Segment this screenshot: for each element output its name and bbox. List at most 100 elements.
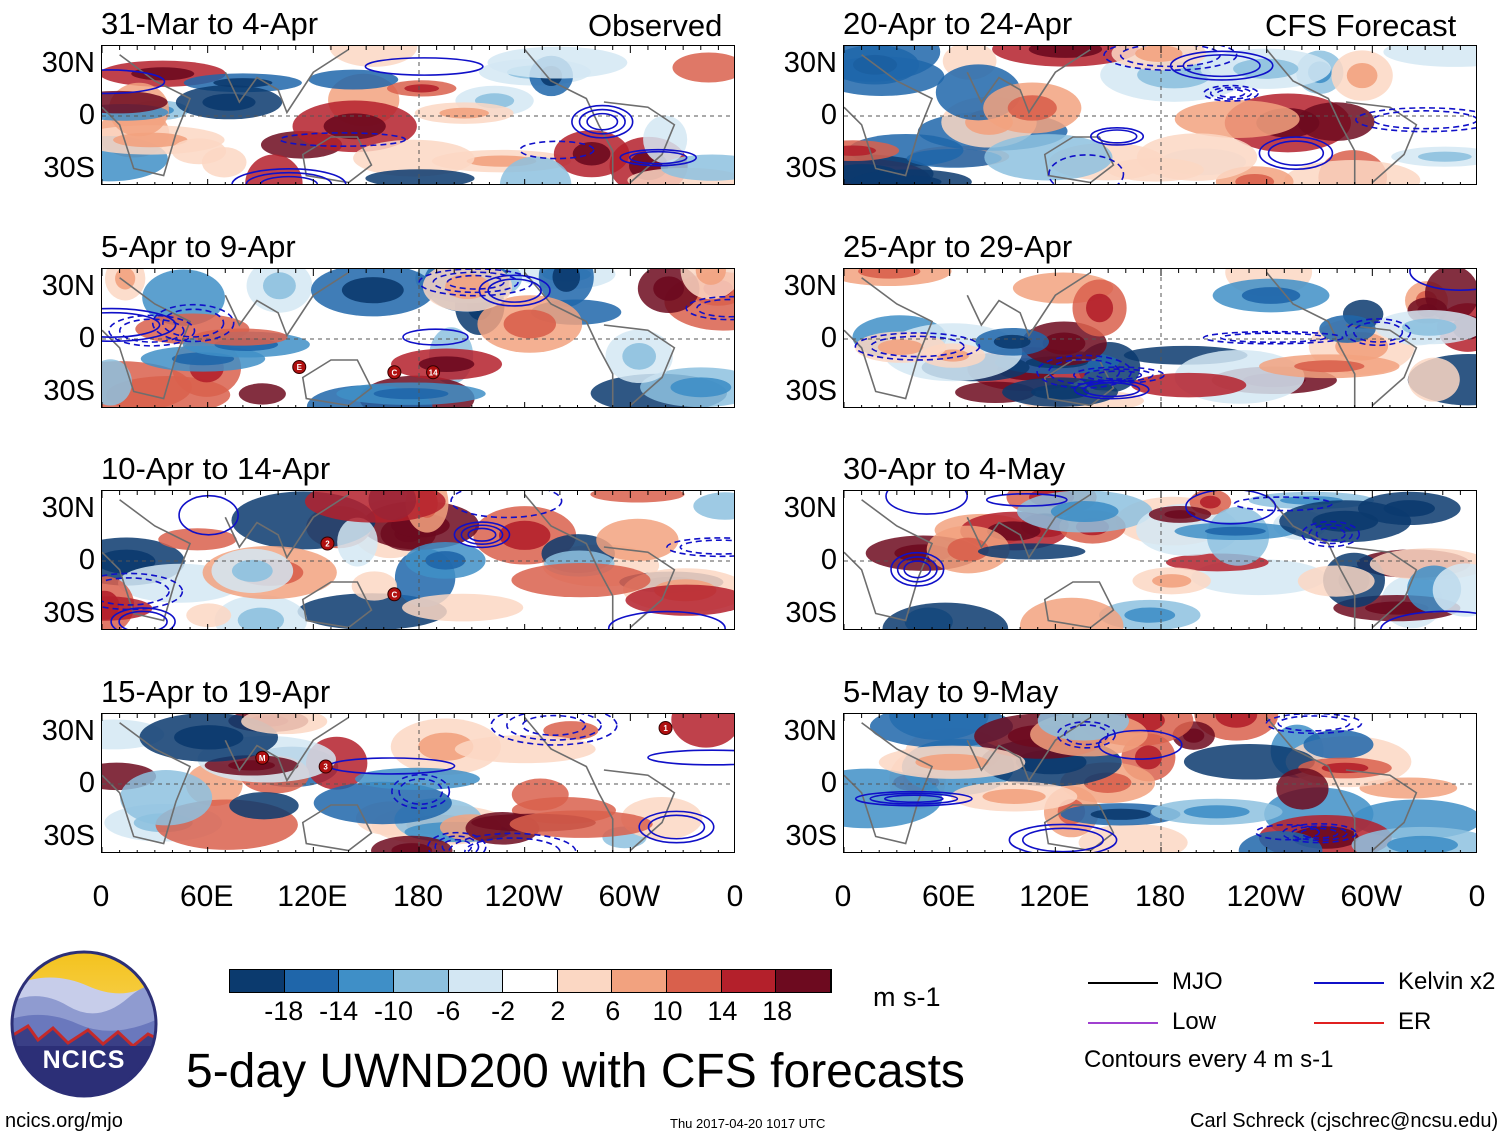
storm-marker: M [255,750,270,765]
coastline [844,499,934,622]
anomaly-core [1235,173,1275,184]
coastline [844,277,934,400]
anomaly-core [1183,805,1250,819]
anomaly-blob [171,138,227,165]
lon-tick-label: 0 [92,880,110,913]
panel-title: 25-Apr to 29-Apr [843,229,1073,264]
lat-tick-label: 0 [820,99,837,131]
colorbar-tick-label: 6 [605,996,621,1026]
anomaly-core [1090,808,1151,820]
lon-tick-label: 60W [1340,880,1403,913]
kelvin-contour [450,491,563,519]
kelvin-contour [487,278,542,303]
anomaly-core [439,107,489,119]
kelvin-contour [245,171,333,184]
anomaly-core [670,377,732,398]
kelvin-contour [647,749,734,766]
anomaly-core [1134,745,1162,770]
kelvin-contour [1267,140,1325,167]
anomaly-core [1418,151,1472,162]
lon-tick-label: 180 [1134,880,1186,913]
panel-title: 20-Apr to 24-Apr [843,6,1073,41]
colorbar-tick-label: 2 [550,996,566,1026]
colorbar-swatch [612,970,668,992]
kelvin-contour [1409,269,1476,292]
kelvin-contour [432,271,519,294]
legend-label: Low [1172,1008,1217,1035]
kelvin-contour [102,311,161,338]
kelvin-contour [870,335,965,358]
storm-marker: C [387,365,402,380]
colorbar-swatch [284,970,340,992]
kelvin-contour [162,308,225,338]
kelvin-contour [885,491,969,515]
kelvin-contour [903,560,932,579]
legend-line [1314,982,1384,984]
anomaly-core [131,67,195,81]
storm-marker: E [292,360,307,374]
coastline [966,493,1091,560]
storm-marker: 1 [658,721,673,735]
legend-line [1314,1022,1384,1024]
panel-title: 5-Apr to 9-Apr [101,229,296,264]
kelvin-contour [1056,720,1116,749]
anomaly-blob [977,543,1086,560]
kelvin-contour [506,714,602,741]
anomaly-blob [590,491,685,503]
coastline [1043,581,1115,629]
kelvin-contour [102,69,166,95]
anomaly-core [877,339,924,355]
anomaly-blob [511,778,569,811]
anomaly-blob [487,46,628,79]
footer-url[interactable]: ncics.org/mjo [5,1110,123,1132]
anomaly-core [1402,318,1457,336]
coastline [1266,493,1356,629]
anomaly-blob [353,139,475,177]
anomaly-field [844,714,1476,852]
anomaly-blob [120,770,213,826]
anomaly-core [1365,601,1429,615]
anomaly-core [844,145,877,156]
kelvin-contour [478,274,551,307]
lat-tick-label: 30N [783,714,837,747]
legend-label: Kelvin x2 [1398,968,1496,995]
colorbar-tick-label: 14 [707,996,738,1026]
footer-credit: Carl Schreck (cjschrec@ncsu.edu) [1190,1110,1499,1132]
anomaly-blob [193,328,288,346]
kelvin-contour [1379,610,1476,629]
kelvin-contour [110,607,176,629]
anomaly-blob [671,714,734,748]
map-panel-forecast [843,45,1477,185]
coastline [966,48,1091,115]
colorbar-tick-label: 10 [652,996,683,1026]
lat-tick-label: 30S [785,596,837,629]
coastline [524,716,614,852]
kelvin-contour [1255,823,1320,841]
anomaly-blob [313,781,452,825]
coastline [102,277,192,400]
kelvin-contour [453,521,511,549]
lat-tick-label: 30S [785,151,837,184]
anomaly-blob [984,134,1113,181]
lat-tick-label: 30S [43,596,95,629]
coastline [301,581,373,629]
colorbar-units: m s-1 [873,982,941,1012]
kelvin-contour [1308,523,1353,545]
anomaly-blob [672,52,734,83]
kelvin-contour [521,714,587,736]
anomaly-blob [329,46,418,67]
kelvin-contour [1082,382,1141,398]
colorbar-swatch [339,970,394,992]
lat-tick-label: 0 [78,99,95,131]
lat-tick-label: 0 [78,544,95,576]
kelvin-contour [118,610,168,629]
anomaly-blob [499,156,572,184]
anomaly-field: M 3 1 [102,714,734,852]
lon-tick-label: 0 [1468,880,1486,913]
coastline [966,271,1091,338]
kelvin-contour [1258,136,1334,171]
kelvin-contour [460,524,504,546]
anomaly-core [1031,384,1090,400]
anomaly-field [844,491,1476,629]
map-panel-forecast [843,490,1477,630]
